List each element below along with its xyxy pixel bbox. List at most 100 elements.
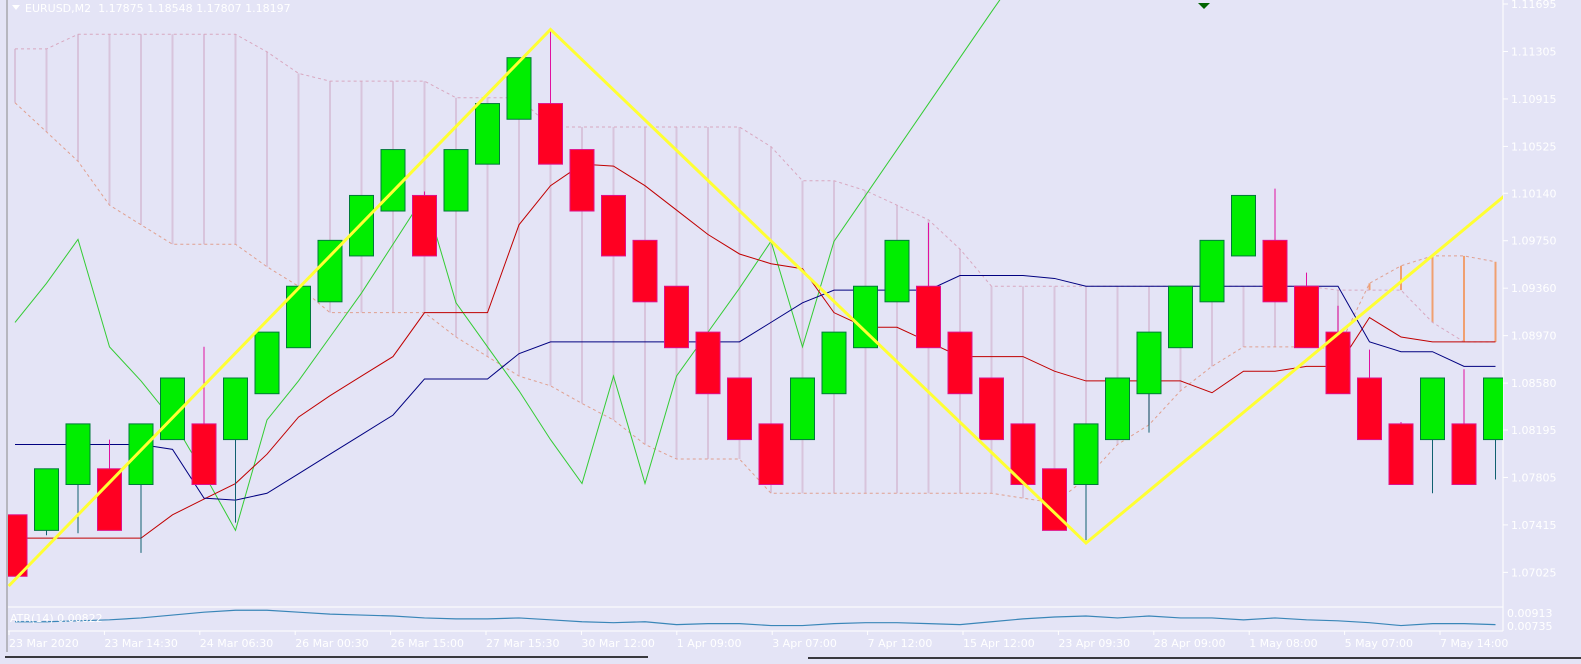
candle-body [727,377,752,441]
candle-body [1294,285,1319,349]
bear-candle [1357,349,1382,441]
time-tick-label: 26 Mar 00:30 [295,637,368,650]
price-tick-label: 1.08580 [1511,377,1557,390]
bear-candle [758,423,784,485]
time-tick-label: 3 Apr 07:00 [772,637,837,650]
candle-body [569,149,595,212]
ohlc-values: 1.17875 1.18548 1.17807 1.18197 [98,2,291,15]
symbol-timeframe: EURUSD,M2 [25,2,92,15]
price-tick-label: 1.09360 [1511,282,1557,295]
bull-candle [34,468,59,536]
bull-candle [317,239,343,303]
price-axis[interactable]: 1.11695 1.11305 1.10915 1.10525 1.10140 1.097… [1503,0,1557,579]
time-axis[interactable]: 23 Mar 2020 23 Mar 14:30 24 Mar 06:30 26 Ma… [8,631,1508,650]
candle-body [821,331,847,395]
candle-body [758,423,784,485]
time-tick-label: 7 May 14:00 [1440,637,1508,650]
atr-indicator-label: ATR(14) 0.00822 [10,612,103,625]
bear-candle [632,239,658,303]
bull-candle [821,331,847,395]
bear-candle [1325,305,1351,395]
price-tick-label: 1.10915 [1511,93,1557,106]
time-tick-label: 30 Mar 12:00 [581,637,654,650]
candle-body [1420,377,1445,441]
plot-area [8,0,1503,588]
time-tick-label: 23 Mar 2020 [9,637,79,650]
price-tick-label: 1.11305 [1511,45,1557,58]
time-tick-label: 5 May 07:00 [1345,637,1413,650]
candle-body [1388,423,1414,485]
chart-frame [5,0,1581,659]
bear-candle [664,285,689,349]
collapse-triangle-icon[interactable] [12,5,20,10]
candle-body [1105,377,1130,441]
time-tick-label: 1 Apr 09:00 [677,637,742,650]
time-tick-label: 27 Mar 15:30 [486,637,559,650]
time-tick-label: 1 May 08:00 [1249,637,1317,650]
candle-body [254,331,280,395]
candle-body [128,423,154,485]
bear-candle [97,439,122,531]
bull-candle [1231,194,1256,257]
bull-candle [443,149,469,212]
bear-candle [1388,421,1414,485]
candle-body [884,239,910,303]
bear-candle [8,514,28,577]
candle-body [695,331,721,395]
atr-line [15,609,1496,627]
price-tick-label: 1.09750 [1511,235,1557,248]
bear-candle [1451,369,1477,485]
candle-body [601,194,626,257]
bear-candle [916,222,941,349]
candle-body [979,377,1004,441]
candle-body [191,423,217,485]
candle-body [1262,239,1288,303]
bear-candle [727,377,752,441]
bull-candle [254,331,280,395]
zigzag-line [8,27,1503,588]
candle-body [34,468,59,531]
bull-candle [128,423,154,553]
bear-candle [1262,188,1288,303]
time-tick-label: 23 Mar 14:30 [104,637,177,650]
price-tick-label: 1.10140 [1511,187,1557,200]
senkou-span-a-line [14,102,1496,504]
candle-body [916,285,941,349]
candle-body [1168,285,1193,349]
bear-candle [695,331,721,395]
time-tick-label: 28 Apr 09:00 [1154,637,1226,650]
bull-candle [223,377,248,523]
bear-candle [412,191,437,257]
bull-candle [1136,331,1162,433]
candle-body [1136,331,1162,395]
bull-candle [506,57,532,120]
bear-candle [191,346,217,485]
candle-body [664,285,689,349]
bull-candle [790,377,815,441]
bear-candle [979,377,1004,441]
candle-body [947,331,973,395]
candle-body [1451,423,1477,485]
bull-candle [65,423,91,534]
bull-candle [1105,377,1130,441]
candle-body [1357,377,1382,441]
candle-body [475,103,500,165]
price-tick-label: 1.07805 [1511,471,1557,484]
tenkan-sen-line [15,163,1496,539]
price-tick-label: 1.08195 [1511,424,1557,437]
time-tick-label: 24 Mar 06:30 [200,637,273,650]
price-tick-label: 1.07025 [1511,566,1557,579]
kijun-sen-line [15,275,1496,501]
candle-body [8,514,28,577]
bear-candle [569,149,595,212]
atr-scale-min: 0.00735 [1507,620,1553,633]
candle-body [443,149,469,212]
candle-body [538,103,563,165]
signal-arrow-icon [1198,3,1210,9]
bull-candle [884,239,910,303]
bear-candle [601,194,626,257]
bull-candle [1073,423,1099,541]
candle-body [65,423,91,485]
